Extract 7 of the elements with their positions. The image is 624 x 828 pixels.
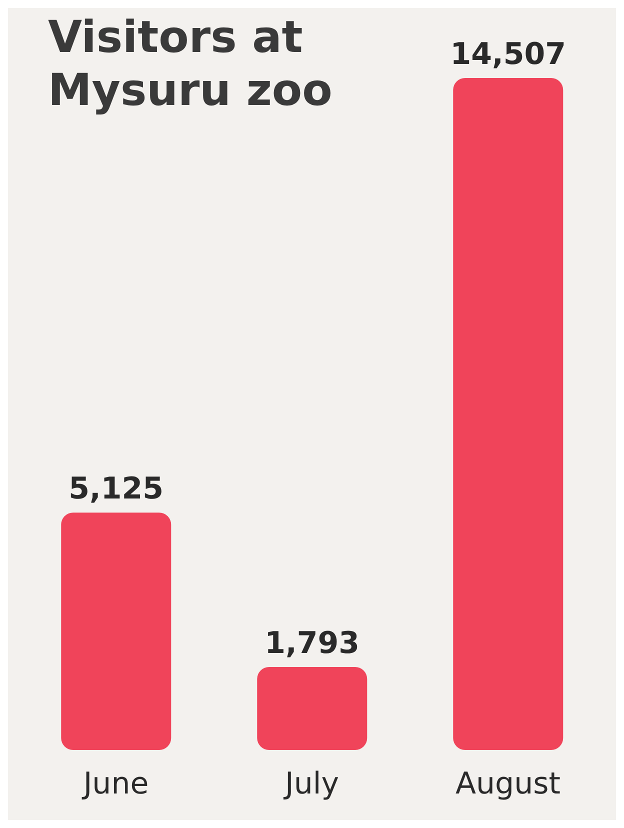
- x-tick-label: August: [456, 766, 561, 802]
- chart-title: Visitors at Mysuru zoo: [48, 12, 334, 118]
- data-label: 5,125: [68, 472, 164, 507]
- data-label: 1,793: [264, 626, 360, 661]
- x-tick-label: June: [81, 766, 149, 802]
- x-tick-label: July: [283, 766, 339, 802]
- data-label: 14,507: [450, 37, 566, 72]
